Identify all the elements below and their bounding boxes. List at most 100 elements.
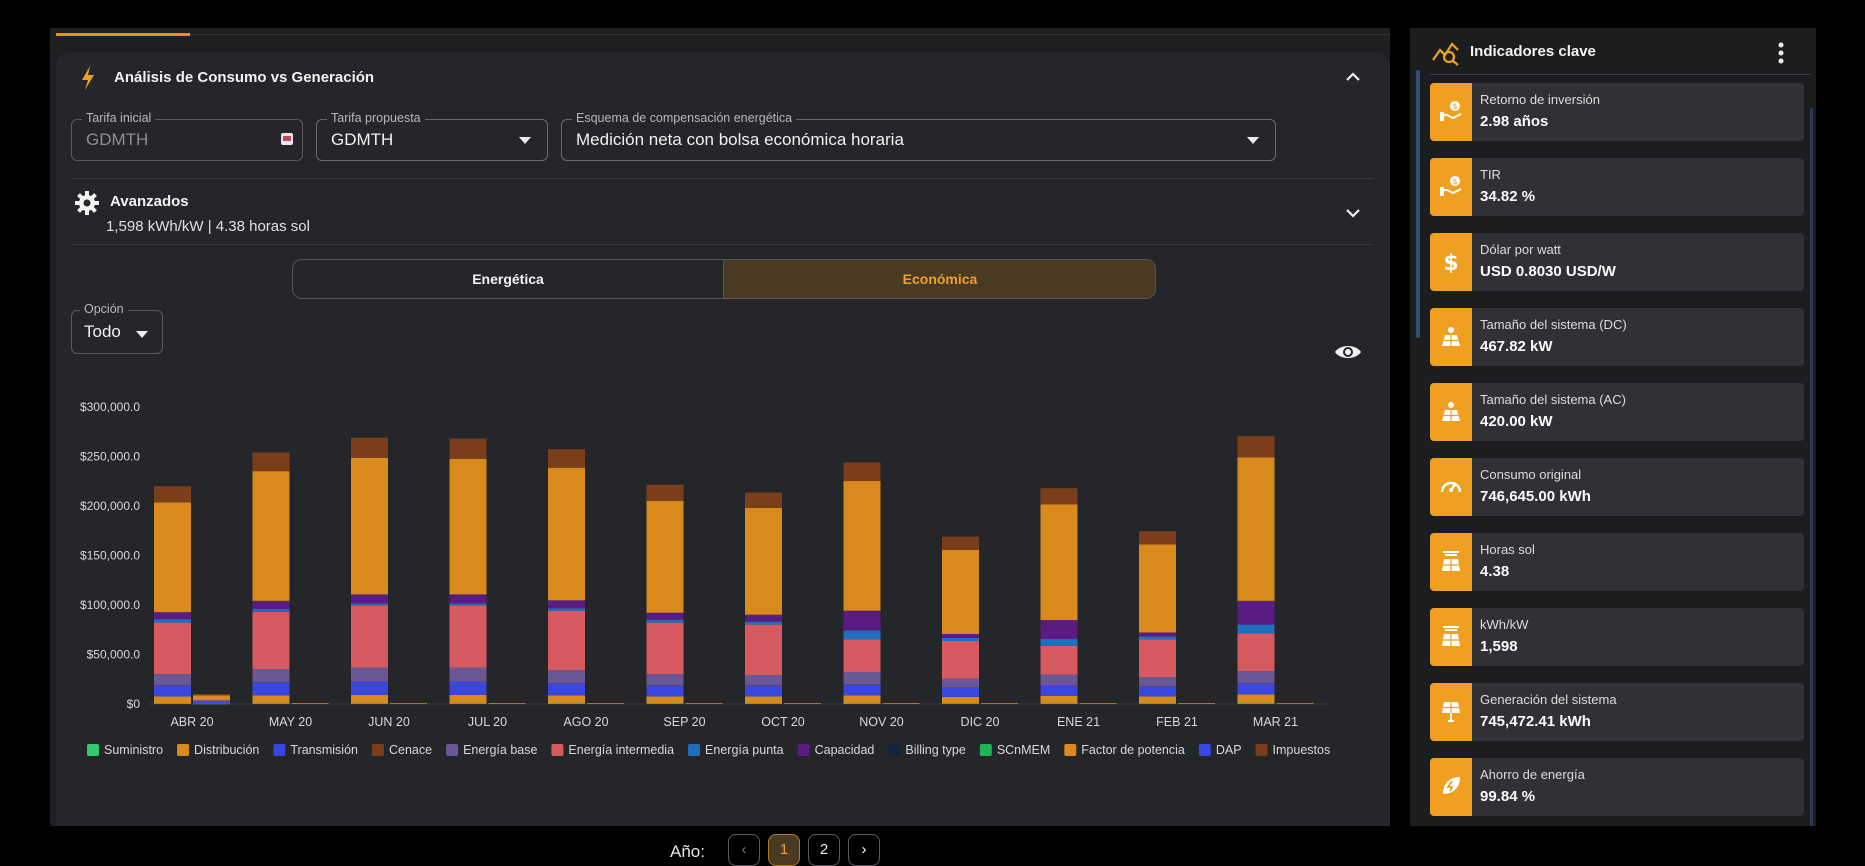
original-bar-segment	[1040, 645, 1078, 675]
original-bar-segment	[548, 683, 585, 696]
legend-swatch	[797, 744, 810, 756]
original-bar-segment	[843, 672, 881, 685]
original-bar-segment	[449, 682, 487, 695]
x-tick-label: JUL 20	[468, 715, 507, 729]
option-select[interactable]: Opción Todo	[71, 302, 163, 354]
y-tick-label: $300,000.0	[80, 400, 140, 414]
kpi-icon-box	[1430, 758, 1472, 816]
original-bar-segment	[646, 622, 684, 675]
dollar-icon: $	[1443, 251, 1458, 273]
kpi-icon-box	[1430, 308, 1472, 366]
kpi-value: 420.00 kW	[1480, 413, 1553, 430]
scrollbar-track[interactable]	[1810, 108, 1813, 826]
tarifa-inicial-field[interactable]: Tarifa inicial GDMTH	[71, 111, 303, 161]
card-header[interactable]: Análisis de Consumo vs Generación	[56, 52, 1390, 102]
original-bar-segment	[154, 622, 191, 675]
legend-swatch	[888, 744, 901, 756]
kpi-panel: Indicadores clave $ Retorno de inversión 2…	[1410, 28, 1816, 826]
chevron-up-icon[interactable]	[1344, 68, 1362, 86]
original-bar-segment	[449, 603, 487, 606]
chart-search-icon	[1432, 42, 1459, 66]
divider	[72, 178, 1374, 179]
calendar-icon[interactable]	[280, 132, 294, 146]
legend-label: Suministro	[104, 743, 163, 757]
original-bar-segment	[942, 640, 979, 679]
top-tab-indicator	[56, 33, 1390, 36]
proposed-bar-segment	[193, 695, 230, 701]
x-tick-label: DIC 20	[961, 715, 1000, 729]
original-bar-segment	[351, 681, 388, 683]
page-2-button[interactable]: 2	[808, 834, 840, 866]
kpi-value: 2.98 años	[1480, 113, 1549, 130]
svg-text:$: $	[1452, 102, 1457, 111]
eye-icon[interactable]	[1334, 343, 1362, 361]
legend-label: Energía punta	[705, 743, 784, 757]
original-bar-segment	[548, 449, 585, 468]
original-bar-segment	[1040, 674, 1078, 686]
kpi-label: Dólar por watt	[1480, 242, 1561, 257]
next-page-button[interactable]: ›	[848, 834, 880, 866]
kpi-label: kWh/kW	[1480, 617, 1529, 632]
original-bar-segment	[942, 696, 979, 704]
x-tick-label: MAY 20	[269, 715, 312, 729]
original-bar-segment	[154, 703, 191, 704]
prev-page-button[interactable]: ‹	[728, 834, 760, 866]
original-bar-segment	[154, 696, 191, 704]
original-bar-segment	[449, 605, 487, 668]
kpi-card: Generación del sistema 745,472.41 kWh	[1430, 683, 1804, 741]
original-bar-segment	[1237, 633, 1275, 672]
original-bar-segment	[351, 457, 388, 595]
original-bar-segment	[1237, 694, 1275, 704]
kpi-value: 99.84 %	[1480, 788, 1536, 805]
esquema-compensacion-select[interactable]: Esquema de compensación energética Medic…	[561, 111, 1276, 161]
option-value: Todo	[84, 322, 121, 341]
proposed-bar-segment	[193, 701, 230, 704]
proposed-bar-segment	[1079, 703, 1117, 704]
original-bar-segment	[252, 669, 290, 683]
original-bar-segment	[1139, 677, 1176, 686]
legend-label: Cenace	[389, 743, 432, 757]
original-bar-segment	[646, 674, 684, 685]
page-1-button[interactable]: 1	[768, 834, 800, 866]
more-options-icon[interactable]	[1778, 42, 1784, 64]
panel-plug-icon	[1442, 702, 1460, 722]
tarifa-propuesta-value: GDMTH	[331, 130, 394, 149]
original-bar-segment	[1139, 703, 1176, 704]
original-bar-segment	[745, 703, 782, 704]
kpi-card: $ Dólar por watt USD 0.8030 USD/W	[1430, 233, 1804, 291]
original-bar-segment	[646, 703, 684, 704]
sun-panel-icon	[1442, 626, 1460, 646]
proposed-bar-segment	[193, 700, 230, 702]
original-bar-segment	[449, 703, 487, 704]
original-bar-segment	[745, 624, 782, 676]
tab-energetica[interactable]: Energética	[472, 271, 544, 287]
original-bar-segment	[942, 634, 979, 638]
original-bar-segment	[843, 639, 881, 673]
y-tick-label: $250,000.0	[80, 450, 140, 464]
original-bar-segment	[745, 685, 782, 697]
proposed-bar-segment	[488, 703, 526, 704]
original-bar-segment	[1139, 632, 1176, 637]
original-bar-segment	[942, 637, 979, 641]
legend-label: SCnMEM	[997, 743, 1050, 757]
scrollbar[interactable]	[1416, 70, 1420, 338]
chevron-down-icon[interactable]	[1344, 204, 1362, 222]
original-bar-segment	[1040, 620, 1078, 639]
tarifa-propuesta-select[interactable]: Tarifa propuesta GDMTH	[316, 111, 548, 161]
original-bar-segment	[745, 507, 782, 615]
original-bar-segment	[548, 467, 585, 601]
tarifa-propuesta-label: Tarifa propuesta	[327, 111, 425, 125]
original-bar-segment	[942, 536, 979, 550]
original-bar-segment	[646, 619, 684, 623]
solar-panel-icon	[1442, 327, 1460, 346]
proposed-bar-segment	[193, 703, 230, 705]
kpi-icon-box	[1430, 683, 1472, 741]
original-bar-segment	[154, 674, 191, 685]
kpi-label: Tamaño del sistema (DC)	[1480, 317, 1627, 332]
tab-economica[interactable]: Económica	[723, 260, 1155, 298]
original-bar-segment	[1040, 703, 1078, 704]
svg-text:$: $	[1452, 177, 1457, 186]
y-tick-label: $200,000.0	[80, 499, 140, 513]
kpi-card: $ TIR 34.82 %	[1430, 158, 1804, 216]
original-bar-segment	[1040, 638, 1078, 646]
